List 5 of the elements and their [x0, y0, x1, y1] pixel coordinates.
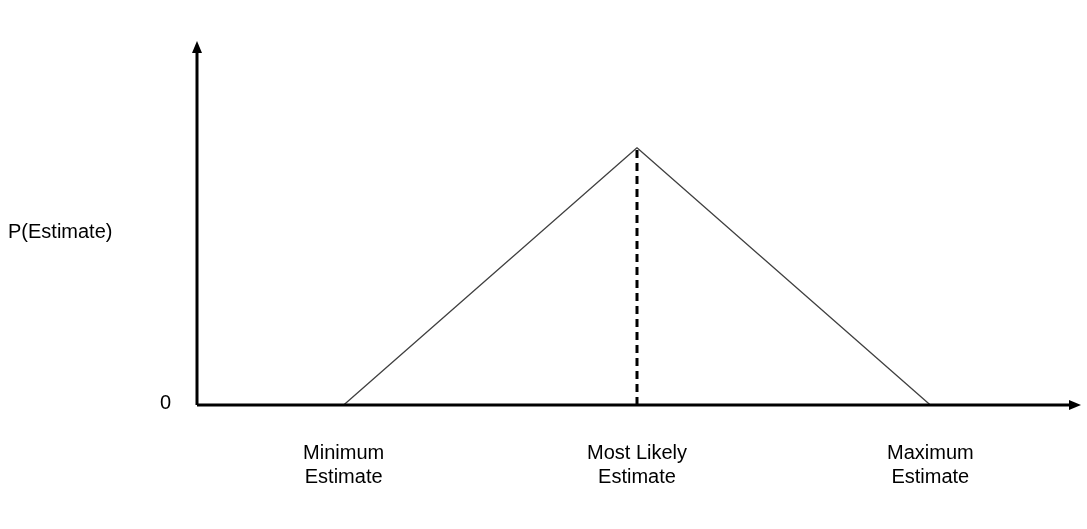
x-tick-label: Maximum Estimate [887, 440, 974, 487]
y-axis-title: P(Estimate) [8, 219, 113, 242]
x-tick-label: Most Likely Estimate [586, 440, 688, 487]
text: 0 [159, 390, 171, 413]
x-tick-label: Minimum Estimate [303, 440, 385, 487]
